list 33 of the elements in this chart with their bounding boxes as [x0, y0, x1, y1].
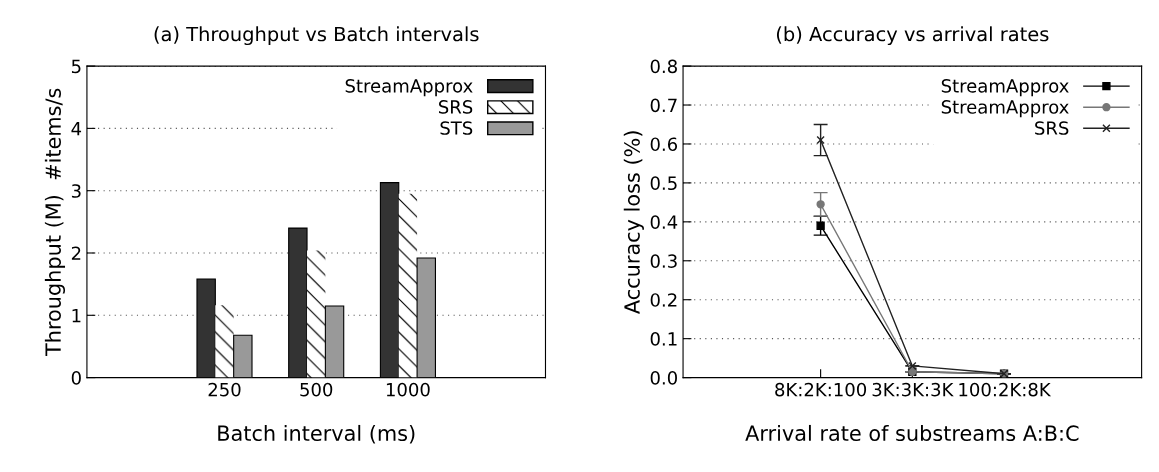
- x-axis-title: Batch interval (ms): [218, 424, 415, 444]
- x-tick-label: 250: [208, 382, 241, 397]
- legend-label: StreamApprox: [941, 100, 1069, 118]
- y-tick-label: 4: [71, 122, 82, 136]
- y-tick-label: 5: [71, 59, 81, 74]
- y-tick-label: 0.0: [650, 371, 677, 385]
- y-axis-title: Accuracy loss (%): [623, 131, 644, 314]
- y-tick-label: 0.3: [650, 254, 677, 268]
- y-tick-label: 0.1: [650, 332, 677, 346]
- x-tick-label: 100:2K:8K: [959, 382, 1052, 397]
- y-tick-label: 0: [71, 371, 81, 385]
- legend-label: SRS: [438, 100, 473, 114]
- y-axis-title: Throughput (M) #items/s: [44, 88, 66, 357]
- y-tick-label: 3: [71, 184, 81, 198]
- y-tick-label: 0.4: [650, 215, 678, 229]
- x-tick-label: 500: [300, 382, 333, 397]
- x-tick-label: 8K:2K:100: [775, 382, 867, 397]
- x-axis-title: Arrival rate of substreams A:B:C: [745, 424, 1079, 442]
- legend-label: StreamApprox: [345, 79, 473, 97]
- chart-title: (b) Accuracy vs arrival rates: [776, 26, 1049, 46]
- y-tick-label: 2: [71, 246, 81, 260]
- y-tick-label: 0.5: [650, 176, 677, 191]
- chart-title: (a) Throughput vs Batch intervals: [154, 26, 479, 46]
- y-tick-label: 0.8: [650, 59, 677, 74]
- y-tick-label: 1: [72, 308, 81, 323]
- y-tick-label: 0.7: [650, 98, 677, 113]
- legend-label: STS: [440, 121, 473, 135]
- x-tick-label: 1000: [386, 382, 430, 397]
- y-tick-label: 0.6: [650, 137, 678, 152]
- legend-label: StreamApprox: [941, 79, 1069, 97]
- x-tick-label: 3K:3K:3K: [872, 382, 954, 397]
- legend-label: SRS: [1035, 121, 1069, 135]
- y-tick-label: 0.2: [650, 293, 677, 307]
